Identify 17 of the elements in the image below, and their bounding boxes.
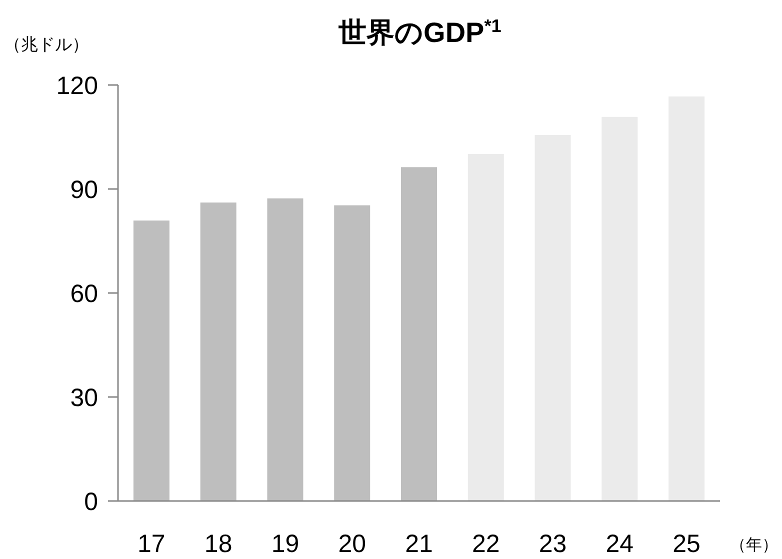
x-tick-label: 22 — [472, 530, 500, 558]
x-tick-label: 24 — [606, 530, 634, 558]
y-tick-label: 120 — [56, 72, 98, 100]
x-tick-label: 21 — [405, 530, 433, 558]
y-tick-label: 30 — [70, 384, 98, 412]
y-tick-label: 60 — [70, 280, 98, 308]
x-tick-label: 20 — [338, 530, 366, 558]
y-tick-label: 0 — [84, 488, 98, 516]
x-tick-label: 17 — [138, 530, 166, 558]
x-tick-label: 18 — [204, 530, 232, 558]
x-tick-label: 23 — [538, 530, 567, 558]
y-axis-title: （兆ドル） — [4, 35, 89, 54]
chart-title: 世界のGDP$^{*1}$ — [338, 16, 502, 48]
x-tick-label: 25 — [672, 530, 700, 558]
x-tick-label: 19 — [271, 530, 300, 558]
x-axis-title: （年） — [730, 537, 778, 554]
y-tick-label: 90 — [70, 176, 98, 204]
